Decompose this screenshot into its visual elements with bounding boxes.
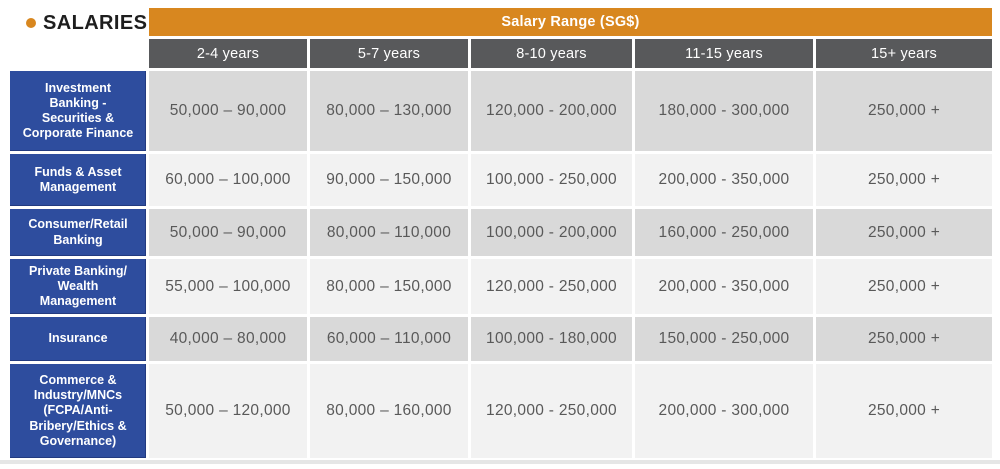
table-bottom-shadow bbox=[0, 460, 1000, 464]
salary-cell: 150,000 - 250,000 bbox=[635, 317, 813, 361]
salary-cell: 50,000 – 90,000 bbox=[149, 209, 307, 256]
row-header-insurance: Insurance bbox=[10, 317, 146, 361]
salary-cell: 100,000 - 180,000 bbox=[471, 317, 632, 361]
page-title-row: SALARIES bbox=[26, 9, 147, 37]
salary-cell: 100,000 - 200,000 bbox=[471, 209, 632, 256]
row-header-funds-asset-management: Funds & Asset Management bbox=[10, 154, 146, 206]
page-title: SALARIES bbox=[43, 11, 148, 34]
table-header-salary-range: Salary Range (SG$) bbox=[149, 8, 992, 36]
salary-cell: 250,000 + bbox=[816, 71, 992, 151]
salary-table: Salary Range (SG$) 2-4 years 5-7 years 8… bbox=[10, 8, 992, 458]
salary-cell: 80,000 – 130,000 bbox=[310, 71, 468, 151]
bullet-icon bbox=[26, 18, 36, 28]
salary-cell: 250,000 + bbox=[816, 259, 992, 314]
salary-cell: 60,000 – 100,000 bbox=[149, 154, 307, 206]
salary-cell: 55,000 – 100,000 bbox=[149, 259, 307, 314]
column-header-11-15-years: 11-15 years bbox=[635, 39, 813, 68]
column-header-8-10-years: 8-10 years bbox=[471, 39, 632, 68]
salary-cell: 160,000 - 250,000 bbox=[635, 209, 813, 256]
salary-cell: 60,000 – 110,000 bbox=[310, 317, 468, 361]
salary-cell: 180,000 - 300,000 bbox=[635, 71, 813, 151]
salary-cell: 80,000 – 110,000 bbox=[310, 209, 468, 256]
salary-cell: 40,000 – 80,000 bbox=[149, 317, 307, 361]
salary-cell: 50,000 – 120,000 bbox=[149, 364, 307, 458]
row-header-private-banking-wealth: Private Banking/ Wealth Management bbox=[10, 259, 146, 314]
salary-cell: 90,000 – 150,000 bbox=[310, 154, 468, 206]
salary-cell: 200,000 - 350,000 bbox=[635, 154, 813, 206]
column-header-2-4-years: 2-4 years bbox=[149, 39, 307, 68]
salary-cell: 200,000 - 350,000 bbox=[635, 259, 813, 314]
salary-cell: 250,000 + bbox=[816, 209, 992, 256]
salary-cell: 120,000 - 250,000 bbox=[471, 364, 632, 458]
salary-cell: 50,000 – 90,000 bbox=[149, 71, 307, 151]
salary-cell: 120,000 - 200,000 bbox=[471, 71, 632, 151]
salary-cell: 80,000 – 160,000 bbox=[310, 364, 468, 458]
salary-cell: 250,000 + bbox=[816, 364, 992, 458]
salary-cell: 250,000 + bbox=[816, 317, 992, 361]
row-header-commerce-industry-mncs: Commerce & Industry/MNCs (FCPA/Anti- Bri… bbox=[10, 364, 146, 458]
column-header-15-plus-years: 15+ years bbox=[816, 39, 992, 68]
salary-cell: 100,000 - 250,000 bbox=[471, 154, 632, 206]
salary-cell: 120,000 - 250,000 bbox=[471, 259, 632, 314]
salary-cell: 250,000 + bbox=[816, 154, 992, 206]
row-header-investment-banking: Investment Banking - Securities & Corpor… bbox=[10, 71, 146, 151]
salary-cell: 80,000 – 150,000 bbox=[310, 259, 468, 314]
row-header-consumer-retail-banking: Consumer/Retail Banking bbox=[10, 209, 146, 256]
salary-cell: 200,000 - 300,000 bbox=[635, 364, 813, 458]
column-header-5-7-years: 5-7 years bbox=[310, 39, 468, 68]
